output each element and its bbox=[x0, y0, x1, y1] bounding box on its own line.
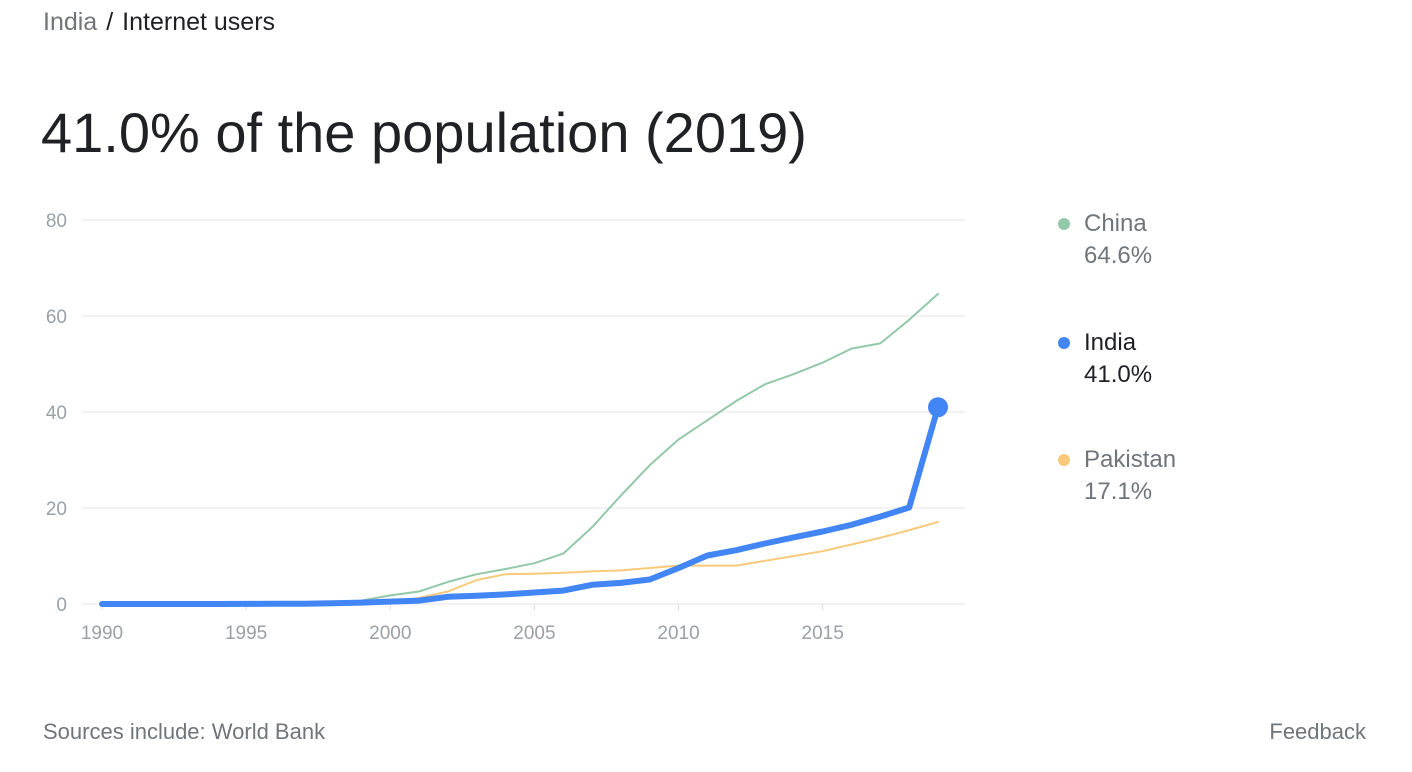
legend-name: India bbox=[1084, 329, 1137, 356]
x-tick-label: 1995 bbox=[225, 623, 267, 644]
india-latest-point bbox=[928, 397, 948, 418]
legend-value: 64.6% bbox=[1084, 242, 1153, 269]
x-tick-label: 2015 bbox=[802, 623, 844, 644]
y-tick-label: 60 bbox=[46, 307, 67, 328]
legend-item-china[interactable]: China 64.6% bbox=[1058, 208, 1152, 272]
breadcrumb-topic: Internet users bbox=[122, 8, 276, 36]
legend-item-pakistan[interactable]: Pakistan 17.1% bbox=[1058, 444, 1176, 508]
headline: 41.0% of the population (2019) bbox=[41, 101, 807, 164]
legend-dot bbox=[1058, 218, 1070, 230]
x-tick-label: 2000 bbox=[369, 623, 411, 644]
line-chart[interactable]: 0 20 40 60 80 1990 1995 2000 2005 2010 2015 bbox=[0, 0, 1000, 660]
y-tick-label: 0 bbox=[56, 595, 67, 616]
x-tick-label: 1990 bbox=[81, 623, 123, 644]
feedback-link[interactable]: Feedback bbox=[1269, 719, 1366, 744]
legend-name: China bbox=[1084, 210, 1147, 237]
legend-name: Pakistan bbox=[1084, 446, 1177, 473]
legend-item-india[interactable]: India 41.0% bbox=[1058, 327, 1152, 391]
y-tick-label: 20 bbox=[46, 499, 67, 520]
breadcrumb: India / Internet users bbox=[43, 8, 275, 37]
y-tick-label: 80 bbox=[46, 211, 67, 232]
legend-dot bbox=[1058, 454, 1070, 466]
source-note: Sources include: World Bank bbox=[43, 719, 326, 744]
series-line-china bbox=[101, 292, 939, 605]
x-tick-label: 2005 bbox=[513, 623, 555, 644]
series-line-india bbox=[99, 404, 941, 607]
breadcrumb-separator: / bbox=[106, 8, 114, 36]
legend-value: 17.1% bbox=[1084, 478, 1153, 505]
legend-value: 41.0% bbox=[1084, 361, 1153, 388]
breadcrumb-country[interactable]: India bbox=[43, 8, 98, 36]
legend-dot bbox=[1058, 337, 1070, 349]
y-tick-label: 40 bbox=[46, 403, 67, 424]
x-tick-label: 2010 bbox=[657, 623, 699, 644]
